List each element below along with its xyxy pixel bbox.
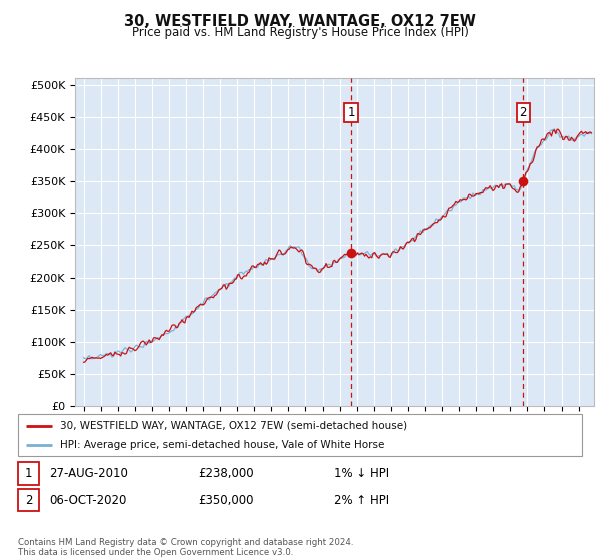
Text: 27-AUG-2010: 27-AUG-2010 <box>49 467 128 480</box>
FancyBboxPatch shape <box>18 414 582 456</box>
FancyBboxPatch shape <box>18 489 40 511</box>
Text: 2: 2 <box>520 106 527 119</box>
Text: 06-OCT-2020: 06-OCT-2020 <box>49 494 127 507</box>
Text: £350,000: £350,000 <box>199 494 254 507</box>
FancyBboxPatch shape <box>18 463 40 485</box>
Text: HPI: Average price, semi-detached house, Vale of White Horse: HPI: Average price, semi-detached house,… <box>60 440 385 450</box>
Text: 2: 2 <box>25 494 32 507</box>
Text: 1: 1 <box>25 467 32 480</box>
Text: £238,000: £238,000 <box>199 467 254 480</box>
Text: 30, WESTFIELD WAY, WANTAGE, OX12 7EW (semi-detached house): 30, WESTFIELD WAY, WANTAGE, OX12 7EW (se… <box>60 421 407 431</box>
Text: Contains HM Land Registry data © Crown copyright and database right 2024.
This d: Contains HM Land Registry data © Crown c… <box>18 538 353 557</box>
Text: 1: 1 <box>347 106 355 119</box>
Text: 30, WESTFIELD WAY, WANTAGE, OX12 7EW: 30, WESTFIELD WAY, WANTAGE, OX12 7EW <box>124 14 476 29</box>
Text: Price paid vs. HM Land Registry's House Price Index (HPI): Price paid vs. HM Land Registry's House … <box>131 26 469 39</box>
Text: 2% ↑ HPI: 2% ↑ HPI <box>334 494 389 507</box>
Text: 1% ↓ HPI: 1% ↓ HPI <box>334 467 389 480</box>
